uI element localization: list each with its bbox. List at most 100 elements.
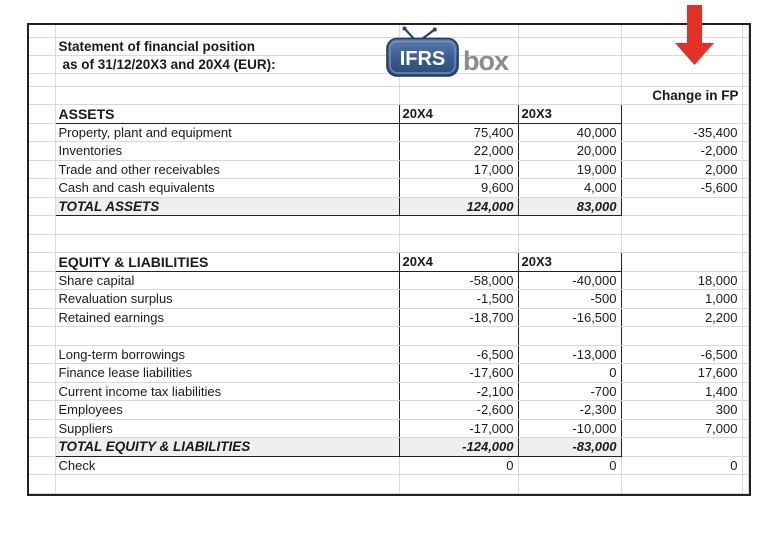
cell-change[interactable]: -2,000 [621, 141, 743, 161]
cell-20x4[interactable]: -6,500 [398, 345, 519, 364]
cell-blank[interactable] [29, 86, 56, 105]
cell-blank[interactable] [518, 55, 622, 74]
cell-blank[interactable] [742, 345, 749, 364]
cell-20x3[interactable]: -500 [517, 289, 622, 309]
cell-blank[interactable] [29, 73, 56, 87]
cell-blank[interactable] [742, 456, 749, 475]
cell-blank[interactable] [29, 160, 56, 179]
cell-20x3[interactable]: 0 [517, 363, 622, 383]
check-change[interactable]: 0 [621, 456, 743, 475]
cell-blank[interactable] [742, 178, 749, 198]
cell-blank[interactable] [742, 289, 749, 309]
cell-20x3[interactable]: 19,000 [517, 160, 622, 179]
cell-blank[interactable] [621, 55, 743, 74]
cell-20x3[interactable]: 4,000 [517, 178, 622, 198]
section-header-assets[interactable]: ASSETS [54, 104, 400, 124]
cell-blank[interactable] [29, 104, 56, 124]
cell-blank[interactable] [742, 86, 749, 105]
cell-20x4[interactable]: -58,000 [398, 271, 519, 290]
cell-label[interactable]: Share capital [54, 271, 400, 290]
total-assets-20x3[interactable]: 83,000 [517, 196, 622, 216]
cell-blank[interactable] [518, 86, 622, 105]
cell-blank[interactable] [29, 456, 56, 475]
cell-blank[interactable] [742, 419, 749, 438]
cell-change[interactable]: -35,400 [621, 123, 743, 142]
col-header-20x4[interactable]: 20X4 [398, 252, 519, 272]
cell-change[interactable] [621, 326, 743, 346]
total-equity-label[interactable]: TOTAL EQUITY & LIABILITIES [54, 437, 400, 457]
check-20x4[interactable]: 0 [399, 456, 519, 475]
cell-label[interactable]: Suppliers [54, 419, 400, 438]
cell-blank[interactable] [742, 37, 749, 56]
total-assets-label[interactable]: TOTAL ASSETS [54, 196, 400, 216]
cell-blank[interactable] [29, 437, 56, 457]
total-equity-20x3[interactable]: -83,000 [517, 437, 622, 457]
cell-blank[interactable] [29, 37, 56, 56]
cell-20x3[interactable] [517, 326, 622, 346]
cell-label[interactable]: Long-term borrowings [54, 345, 400, 364]
cell-change[interactable]: -6,500 [621, 345, 743, 364]
col-header-20x4[interactable]: 20X4 [398, 104, 519, 124]
cell-blank[interactable] [742, 215, 749, 235]
cell-blank[interactable] [742, 400, 749, 420]
cell-20x4[interactable]: 22,000 [398, 141, 519, 161]
cell-change[interactable]: 17,600 [621, 363, 743, 383]
cell-blank[interactable] [29, 400, 56, 420]
cell-20x3[interactable]: 20,000 [517, 141, 622, 161]
cell-blank[interactable] [55, 25, 400, 38]
cell-blank[interactable] [29, 363, 56, 383]
cell-blank[interactable] [742, 141, 749, 161]
cell-change[interactable] [621, 437, 743, 457]
cell-blank[interactable] [399, 86, 519, 105]
cell-blank[interactable] [742, 160, 749, 179]
cell-blank[interactable] [29, 178, 56, 198]
sheet-title-line2[interactable]: as of 31/12/20X3 and 20X4 (EUR): [55, 55, 400, 74]
cell-blank[interactable] [55, 215, 400, 235]
cell-blank[interactable] [29, 345, 56, 364]
total-assets-20x4[interactable]: 124,000 [398, 196, 519, 216]
cell-change[interactable]: 2,200 [621, 308, 743, 327]
cell-blank[interactable] [399, 474, 519, 494]
cell-change[interactable]: -5,600 [621, 178, 743, 198]
total-equity-20x4[interactable]: -124,000 [398, 437, 519, 457]
cell-20x4[interactable]: 75,400 [398, 123, 519, 142]
cell-label[interactable]: Finance lease liabilities [54, 363, 400, 383]
cell-blank[interactable] [29, 289, 56, 309]
cell-change[interactable]: 2,000 [621, 160, 743, 179]
cell-blank[interactable] [29, 271, 56, 290]
cell-20x4[interactable]: 17,000 [398, 160, 519, 179]
cell-blank[interactable] [29, 234, 56, 253]
cell-label[interactable]: Retained earnings [54, 308, 400, 327]
cell-blank[interactable] [742, 326, 749, 346]
cell-20x4[interactable] [398, 326, 519, 346]
col-header-20x3[interactable]: 20X3 [517, 104, 622, 124]
cell-blank[interactable] [518, 474, 622, 494]
cell-blank[interactable] [742, 363, 749, 383]
cell-blank[interactable] [55, 86, 400, 105]
cell-blank[interactable] [742, 308, 749, 327]
cell-blank[interactable] [621, 252, 743, 272]
cell-blank[interactable] [29, 419, 56, 438]
col-header-change-in-fp[interactable]: Change in FP [621, 86, 743, 105]
cell-20x3[interactable]: -2,300 [517, 400, 622, 420]
cell-20x3[interactable]: -700 [517, 382, 622, 401]
cell-blank[interactable] [29, 474, 56, 494]
cell-blank[interactable] [29, 141, 56, 161]
cell-label[interactable]: Current income tax liabilities [54, 382, 400, 401]
cell-blank[interactable] [399, 215, 519, 235]
cell-blank[interactable] [399, 234, 519, 253]
cell-20x4[interactable]: -2,600 [398, 400, 519, 420]
cell-blank[interactable] [55, 474, 400, 494]
cell-change[interactable]: 7,000 [621, 419, 743, 438]
cell-blank[interactable] [518, 73, 622, 87]
cell-label[interactable] [54, 326, 400, 346]
cell-blank[interactable] [29, 308, 56, 327]
cell-blank[interactable] [518, 37, 622, 56]
cell-change[interactable]: 300 [621, 400, 743, 420]
cell-20x3[interactable]: -40,000 [517, 271, 622, 290]
cell-20x3[interactable]: -13,000 [517, 345, 622, 364]
cell-blank[interactable] [742, 104, 749, 124]
sheet-title-line1[interactable]: Statement of financial position [55, 37, 400, 56]
cell-blank[interactable] [621, 104, 743, 124]
cell-label[interactable]: Revaluation surplus [54, 289, 400, 309]
